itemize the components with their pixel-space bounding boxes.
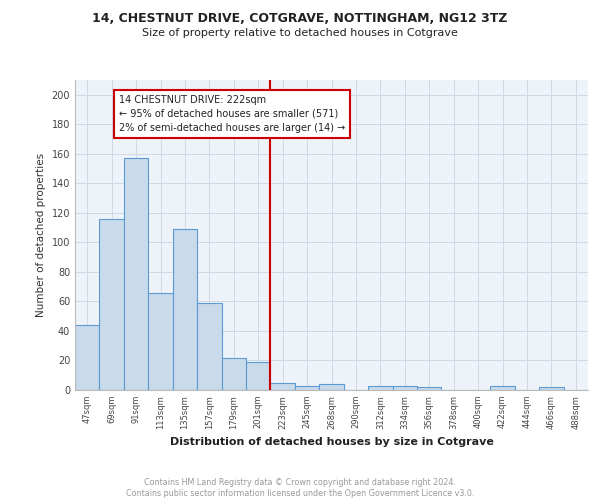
Bar: [319, 384, 344, 390]
Bar: [197, 303, 221, 390]
Bar: [295, 386, 319, 390]
Bar: [221, 358, 246, 390]
Bar: [417, 387, 442, 390]
Text: Size of property relative to detached houses in Cotgrave: Size of property relative to detached ho…: [142, 28, 458, 38]
Bar: [148, 292, 173, 390]
Bar: [124, 158, 148, 390]
Bar: [271, 382, 295, 390]
Bar: [490, 386, 515, 390]
Text: 14, CHESTNUT DRIVE, COTGRAVE, NOTTINGHAM, NG12 3TZ: 14, CHESTNUT DRIVE, COTGRAVE, NOTTINGHAM…: [92, 12, 508, 26]
Text: Contains HM Land Registry data © Crown copyright and database right 2024.
Contai: Contains HM Land Registry data © Crown c…: [126, 478, 474, 498]
Bar: [75, 325, 100, 390]
Bar: [539, 387, 563, 390]
Text: 14 CHESTNUT DRIVE: 222sqm
← 95% of detached houses are smaller (571)
2% of semi-: 14 CHESTNUT DRIVE: 222sqm ← 95% of detac…: [119, 95, 345, 133]
Bar: [173, 229, 197, 390]
Bar: [368, 386, 392, 390]
Bar: [246, 362, 271, 390]
Y-axis label: Number of detached properties: Number of detached properties: [36, 153, 46, 317]
X-axis label: Distribution of detached houses by size in Cotgrave: Distribution of detached houses by size …: [170, 437, 493, 447]
Bar: [100, 219, 124, 390]
Bar: [392, 386, 417, 390]
